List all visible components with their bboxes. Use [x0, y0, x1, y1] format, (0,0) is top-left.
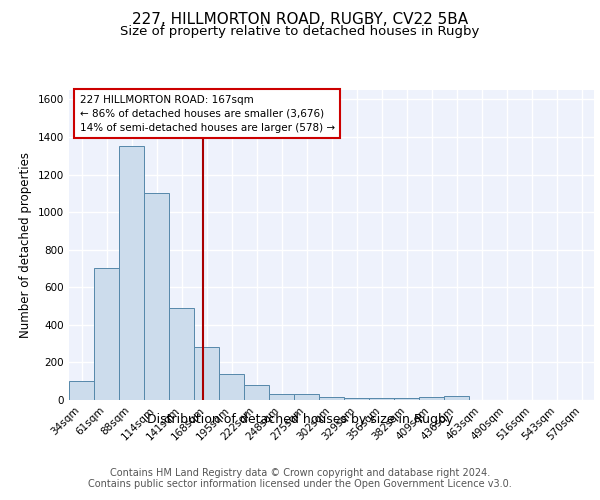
Bar: [244, 385, 269, 400]
Bar: [119, 146, 144, 400]
Bar: [219, 374, 244, 400]
Bar: [369, 398, 394, 400]
Bar: [444, 396, 469, 400]
Text: Contains HM Land Registry data © Crown copyright and database right 2024.
Contai: Contains HM Land Registry data © Crown c…: [88, 468, 512, 489]
Bar: [319, 397, 344, 400]
Bar: [294, 394, 319, 400]
Bar: [269, 394, 294, 400]
Bar: [419, 397, 444, 400]
Bar: [69, 381, 94, 400]
Y-axis label: Number of detached properties: Number of detached properties: [19, 152, 32, 338]
Bar: [194, 348, 219, 400]
Bar: [344, 398, 369, 400]
Text: Distribution of detached houses by size in Rugby: Distribution of detached houses by size …: [147, 412, 453, 426]
Bar: [94, 268, 119, 400]
Text: Size of property relative to detached houses in Rugby: Size of property relative to detached ho…: [121, 25, 479, 38]
Bar: [144, 194, 169, 400]
Text: 227 HILLMORTON ROAD: 167sqm
← 86% of detached houses are smaller (3,676)
14% of : 227 HILLMORTON ROAD: 167sqm ← 86% of det…: [79, 94, 335, 132]
Bar: [394, 398, 419, 400]
Text: 227, HILLMORTON ROAD, RUGBY, CV22 5BA: 227, HILLMORTON ROAD, RUGBY, CV22 5BA: [132, 12, 468, 28]
Bar: [169, 308, 194, 400]
